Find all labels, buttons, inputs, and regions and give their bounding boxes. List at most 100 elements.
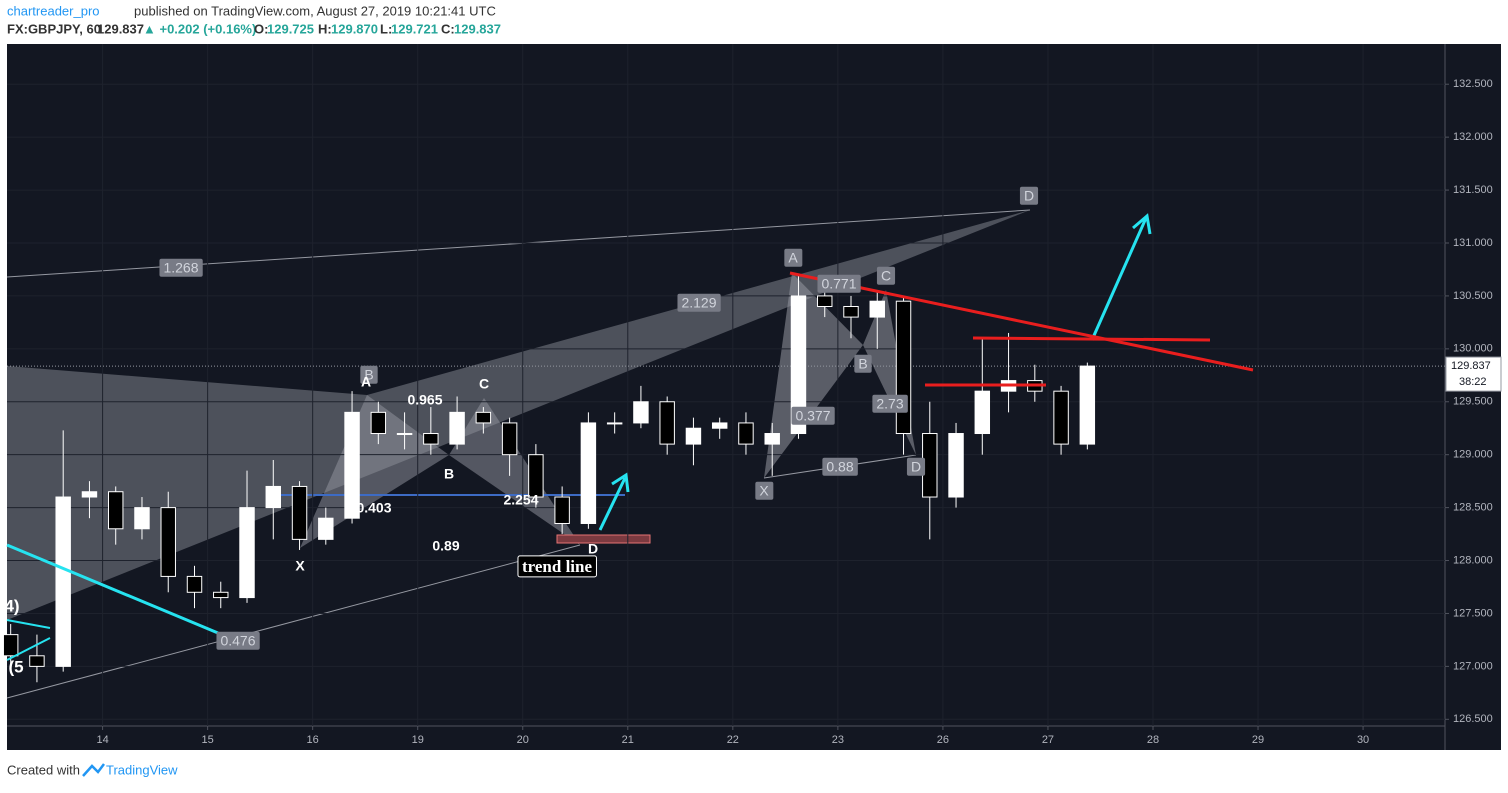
red-level — [972, 336, 1211, 342]
candle-body — [370, 411, 387, 435]
price: 129.837 — [97, 21, 144, 36]
c-label: C: — [441, 21, 455, 36]
y-tick-label: 127.000 — [1453, 660, 1493, 672]
candle-body — [160, 507, 176, 577]
logo — [82, 763, 105, 777]
x-tick-label: 26 — [937, 734, 949, 746]
annotation-box — [876, 266, 896, 285]
candle-body — [817, 295, 833, 308]
annotation: A — [361, 374, 371, 390]
candle-body — [948, 433, 964, 498]
zone — [556, 534, 651, 544]
annotation: 2.254 — [503, 492, 538, 508]
candle-body — [633, 401, 649, 424]
candle-body — [186, 575, 203, 593]
annotation: C — [479, 376, 489, 392]
y-tick-label: 130.000 — [1453, 343, 1493, 355]
annotation: 0.89 — [432, 538, 459, 554]
drawings-top — [6, 213, 1254, 661]
annotation-box — [755, 481, 774, 500]
author: chartreader_pro — [7, 3, 100, 18]
pattern-fill — [7, 210, 1030, 620]
candle-body — [764, 433, 780, 445]
annotation: B — [364, 367, 373, 383]
annotation: 0.476 — [220, 633, 255, 649]
annotation: trend line — [522, 557, 593, 576]
annotation: D — [1024, 188, 1034, 204]
l: 129.721 — [391, 21, 438, 36]
countdown: 38:22 — [1459, 376, 1487, 388]
candle-body — [265, 485, 281, 509]
footer-brand: TradingView — [106, 762, 178, 777]
annotation: 0.771 — [821, 276, 856, 292]
candle-body — [1079, 365, 1096, 445]
x-tick-label: 30 — [1357, 734, 1369, 746]
candle-body — [528, 454, 544, 498]
candle-body — [239, 507, 255, 599]
annotation-box — [791, 406, 835, 425]
last-price-box — [1445, 356, 1502, 392]
annotation-box — [159, 258, 203, 277]
candle-body — [475, 411, 492, 424]
candle-body — [554, 496, 570, 524]
candle-body — [2, 634, 19, 657]
l-label: L: — [380, 21, 392, 36]
cyan-line — [6, 637, 51, 661]
candle-body — [738, 422, 754, 445]
annotation: 0.377 — [795, 408, 830, 424]
annotation: 0.88 — [826, 459, 853, 475]
candle-body — [213, 591, 229, 599]
annotation: 2.73 — [876, 396, 903, 412]
candle-body — [843, 306, 859, 318]
y-tick-label: 128.000 — [1453, 554, 1493, 566]
x-tick-label: 14 — [96, 734, 108, 746]
candle-body — [449, 411, 465, 445]
annotation-box — [854, 354, 872, 373]
candle-body — [895, 300, 912, 435]
o-label: O: — [254, 21, 268, 36]
annotation-box — [360, 365, 378, 384]
red-trendline — [789, 271, 1254, 372]
candle-body — [423, 433, 439, 445]
annotation: C — [881, 268, 891, 284]
annotation: X — [295, 558, 305, 574]
o: 129.725 — [267, 21, 314, 36]
y-tick-label: 127.500 — [1453, 607, 1493, 619]
drawings — [6, 44, 1445, 726]
h: 129.870 — [331, 21, 378, 36]
annotation: 1.268 — [163, 260, 198, 276]
annotation-box — [872, 394, 908, 413]
candle-body — [790, 295, 807, 435]
candle-body — [711, 422, 728, 429]
annotation: 0.403 — [356, 500, 391, 516]
candle-body — [318, 517, 334, 540]
y-tick-label: 129.500 — [1453, 396, 1493, 408]
cyan-line — [6, 619, 51, 629]
x-tick-label: 28 — [1147, 734, 1159, 746]
last-price-label: 129.837 — [1451, 360, 1491, 372]
annotation: A — [788, 250, 798, 266]
annotation-box — [784, 248, 803, 267]
candle-body — [974, 390, 991, 435]
x-tick-label: 23 — [832, 734, 844, 746]
annotation-box — [822, 457, 858, 476]
x-tick-label: 29 — [1252, 734, 1264, 746]
y-tick-label: 128.500 — [1453, 502, 1493, 514]
candle-body — [55, 496, 71, 667]
annotation: 0.965 — [407, 392, 442, 408]
candle-body — [134, 507, 150, 530]
candle-body — [1053, 390, 1069, 445]
candle-body — [580, 422, 597, 524]
annotation-box — [517, 555, 597, 578]
y-tick-label: 131.500 — [1453, 184, 1493, 196]
candle-body — [29, 655, 45, 667]
candle-body — [659, 401, 675, 445]
candle-body — [685, 427, 702, 445]
y-tick-label: 126.500 — [1453, 713, 1493, 725]
x-tick-label: 21 — [622, 734, 634, 746]
candle-body — [81, 491, 98, 498]
annotation-box — [677, 293, 721, 312]
annotation: X — [759, 483, 769, 499]
x-tick-label: 22 — [727, 734, 739, 746]
annotation: B — [858, 356, 867, 372]
